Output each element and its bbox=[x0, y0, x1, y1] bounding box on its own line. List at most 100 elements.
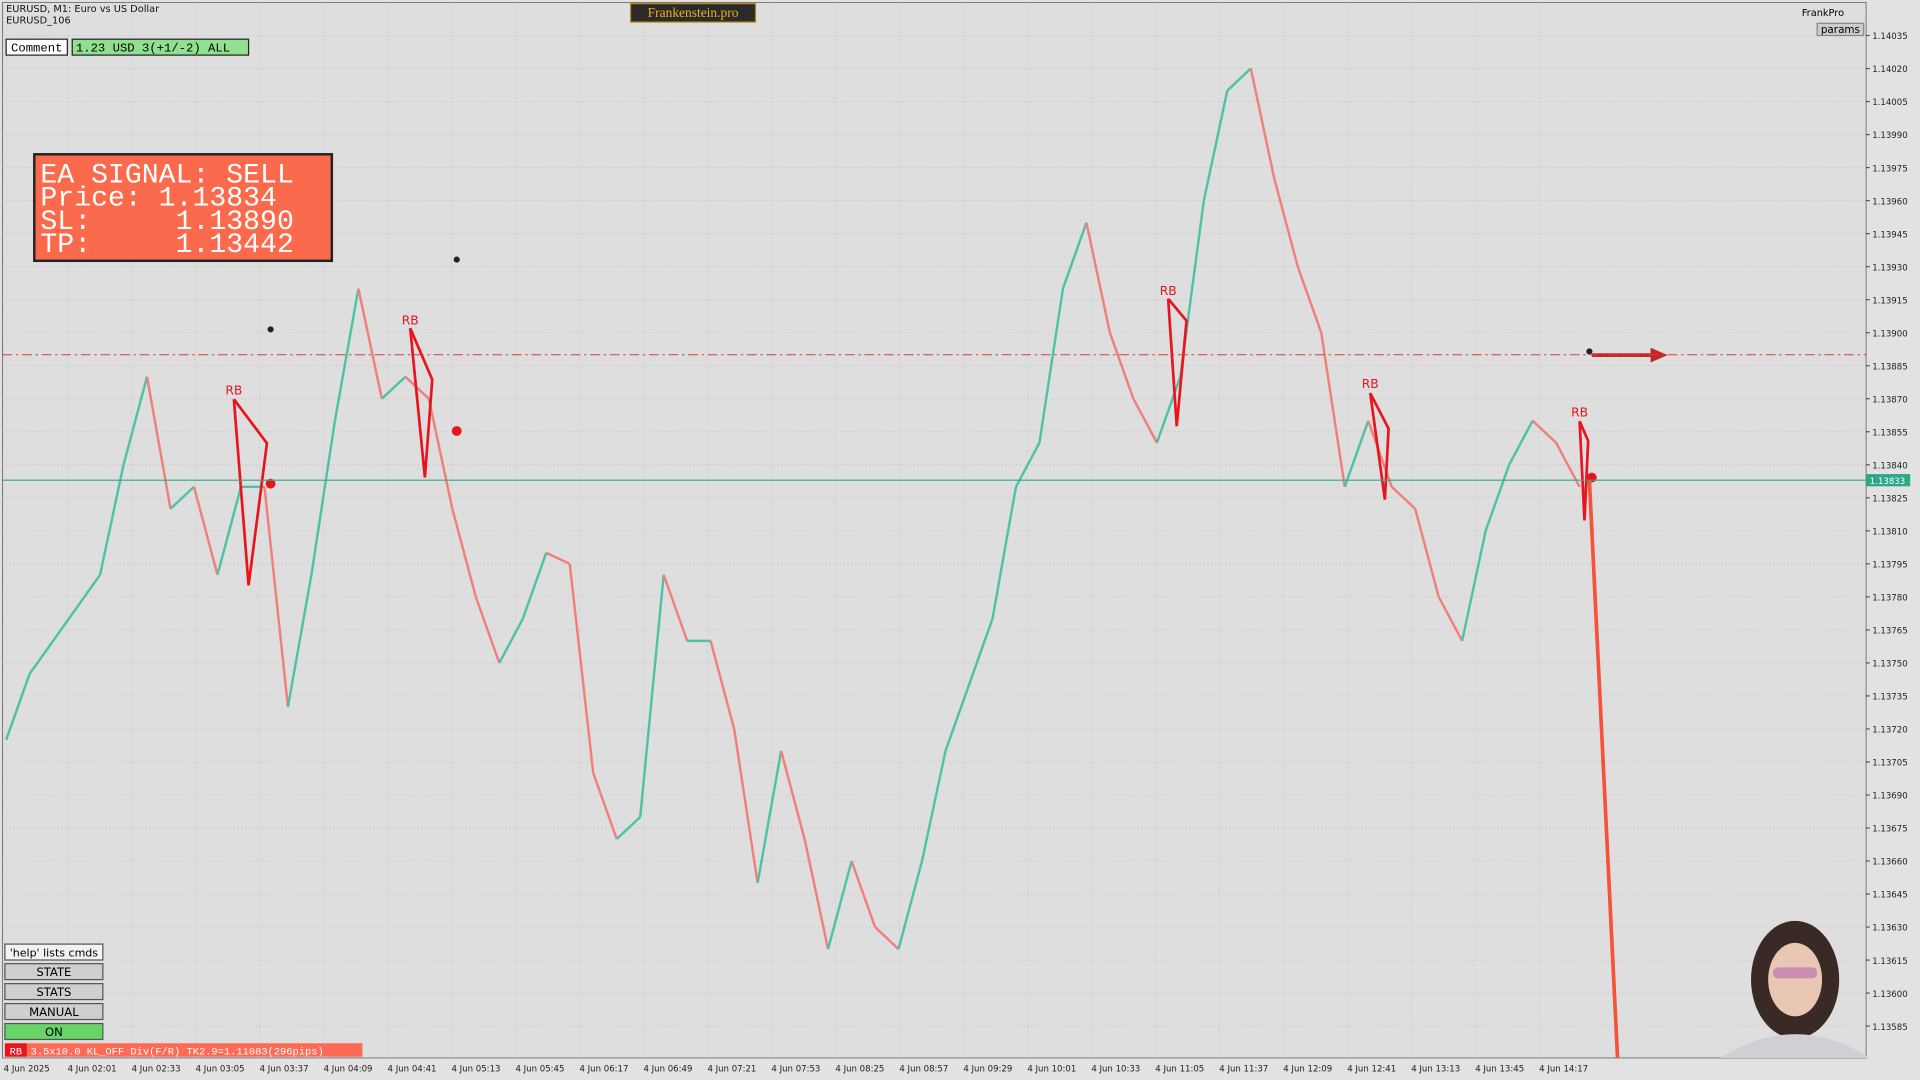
skull-icon bbox=[1586, 348, 1593, 355]
price-segment bbox=[1014, 442, 1041, 488]
x-tick-label: 4 Jun 10:01 bbox=[1027, 1064, 1076, 1074]
price-segment bbox=[756, 750, 783, 884]
y-tick-label: 1.13840 bbox=[1872, 461, 1907, 471]
params[interactable]: params bbox=[1821, 24, 1860, 36]
x-tick-label: 4 Jun 13:13 bbox=[1411, 1064, 1460, 1074]
x-tick-label: 4 Jun 12:09 bbox=[1283, 1064, 1332, 1074]
price-segment bbox=[1155, 376, 1182, 444]
price-segment bbox=[192, 486, 219, 576]
y-tick-label: 1.14005 bbox=[1872, 98, 1907, 108]
signal-line: Price: 1.13834 bbox=[40, 184, 277, 215]
y-tick-label: 1.14035 bbox=[1872, 32, 1907, 42]
price-segment bbox=[803, 838, 830, 950]
y-tick-label: 1.13825 bbox=[1872, 494, 1907, 504]
rb-label: RB bbox=[1571, 405, 1588, 419]
avatar-body bbox=[1720, 1034, 1870, 1058]
y-tick-label: 1.13750 bbox=[1872, 660, 1907, 670]
price-segment bbox=[1038, 288, 1065, 443]
button-label[interactable]: STATE bbox=[36, 965, 71, 979]
status-tag-box bbox=[4, 1043, 27, 1057]
x-tick-label: 4 Jun 2025 bbox=[4, 1064, 50, 1074]
price-segment bbox=[52, 607, 78, 642]
price-segment bbox=[1273, 178, 1299, 267]
rb-patterns bbox=[232, 297, 1590, 586]
x-tick-label: 4 Jun 04:09 bbox=[324, 1064, 373, 1074]
status: 3.5x10.0 KL_OFF Div(F/R) TK2.9=1.11083(2… bbox=[31, 1046, 324, 1058]
avatar-face bbox=[1768, 942, 1823, 1017]
price-segment bbox=[169, 485, 195, 510]
price-segment bbox=[75, 574, 102, 609]
price-segment bbox=[28, 640, 55, 675]
y-tick-label: 1.13885 bbox=[1872, 362, 1907, 372]
button-label[interactable]: MANUAL bbox=[29, 1005, 79, 1019]
rb-shape bbox=[1166, 297, 1188, 427]
price-tag-label: 1.13833 bbox=[1870, 477, 1905, 487]
price-segment bbox=[451, 508, 477, 598]
frankpro: FrankPro bbox=[1802, 8, 1844, 19]
y-tick-label: 1.13915 bbox=[1872, 296, 1907, 306]
price-segment bbox=[1108, 332, 1135, 400]
button[interactable] bbox=[4, 983, 104, 1001]
x-tick-label: 4 Jun 11:37 bbox=[1219, 1064, 1268, 1074]
price-segment bbox=[944, 684, 971, 752]
y-tick-label: 1.13720 bbox=[1872, 726, 1907, 736]
y-tick-label: 1.13675 bbox=[1872, 825, 1907, 835]
y-tick-label: 1.13735 bbox=[1872, 693, 1907, 703]
price-segment bbox=[1414, 508, 1440, 598]
x-tick-label: 4 Jun 09:29 bbox=[963, 1064, 1012, 1074]
rb-shape bbox=[1368, 392, 1390, 500]
params-box[interactable] bbox=[1816, 22, 1865, 37]
signal-dot bbox=[265, 478, 276, 489]
price-segment bbox=[592, 772, 618, 840]
price-segment bbox=[874, 926, 900, 950]
y-tick-label: 1.13900 bbox=[1872, 329, 1907, 339]
x-tick-label: 4 Jun 08:25 bbox=[835, 1064, 884, 1074]
y-tick-label: 1.13765 bbox=[1872, 627, 1907, 637]
price-segment bbox=[967, 618, 994, 686]
button[interactable] bbox=[4, 963, 104, 981]
comment-value: 1.23 USD 3(+1/-2) ALL bbox=[76, 41, 230, 55]
x-tick-label: 4 Jun 08:57 bbox=[899, 1064, 948, 1074]
x-tick-label: 4 Jun 02:01 bbox=[68, 1064, 117, 1074]
button-label[interactable]: STATS bbox=[36, 985, 71, 999]
price-segment bbox=[615, 816, 642, 840]
button-label[interactable]: ON bbox=[45, 1025, 63, 1039]
price-segment bbox=[286, 574, 313, 708]
x-tick-label: 4 Jun 06:17 bbox=[579, 1064, 628, 1074]
rb-shape bbox=[232, 398, 269, 586]
account: EURUSD_106 bbox=[6, 15, 71, 26]
price-segment bbox=[638, 574, 665, 818]
button[interactable] bbox=[4, 1002, 104, 1021]
x-tick-label: 4 Jun 05:45 bbox=[516, 1064, 565, 1074]
y-tick-label: 1.13945 bbox=[1872, 230, 1907, 240]
price-segment bbox=[1390, 485, 1417, 510]
y-tick-label: 1.13960 bbox=[1872, 197, 1907, 207]
price-segment bbox=[709, 640, 736, 730]
x-tick-label: 4 Jun 02:33 bbox=[132, 1064, 181, 1074]
price-segment bbox=[779, 750, 806, 840]
brand: Frankenstein.pro bbox=[648, 5, 739, 20]
price-segment bbox=[545, 551, 571, 565]
signal-panel bbox=[33, 153, 334, 263]
help-box[interactable] bbox=[4, 943, 104, 961]
price-segment bbox=[1249, 68, 1276, 179]
price-segment bbox=[1367, 420, 1393, 488]
price-segment bbox=[474, 596, 501, 664]
price-segment bbox=[920, 750, 947, 862]
price-segment bbox=[357, 288, 384, 399]
price-segment bbox=[991, 486, 1018, 620]
x-tick-label: 4 Jun 12:41 bbox=[1347, 1064, 1396, 1074]
price-segment bbox=[1202, 90, 1229, 201]
button[interactable] bbox=[4, 1022, 104, 1041]
help[interactable]: 'help' lists cmds bbox=[10, 946, 99, 959]
price-segment bbox=[897, 860, 924, 950]
x-tick-label: 4 Jun 06:49 bbox=[643, 1064, 692, 1074]
x-tick-label: 4 Jun 11:05 bbox=[1155, 1064, 1204, 1074]
price-segment bbox=[310, 420, 337, 576]
x-tick-label: 4 Jun 07:53 bbox=[771, 1064, 820, 1074]
price-segment bbox=[333, 288, 360, 421]
y-tick-label: 1.13600 bbox=[1872, 990, 1907, 1000]
comment-value-box bbox=[71, 38, 250, 56]
price-segment bbox=[1061, 222, 1088, 290]
